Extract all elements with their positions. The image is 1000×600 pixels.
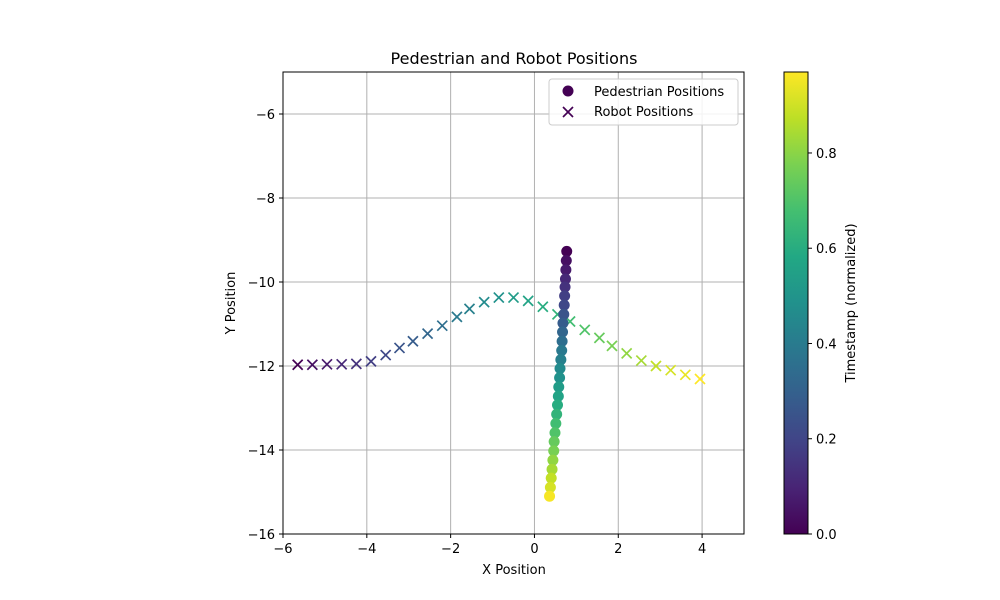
y-tick-label: −12: [248, 360, 275, 375]
legend-robot-label: Robot Positions: [594, 105, 693, 120]
pedestrian-point: [561, 245, 573, 257]
robot-point: [365, 355, 377, 367]
robot-point: [507, 291, 520, 304]
x-axis-label: X Position: [482, 563, 546, 578]
pedestrian-point: [559, 273, 571, 285]
x-tick-label: −4: [357, 542, 376, 557]
y-tick-label: −14: [248, 444, 275, 459]
pedestrian-point: [549, 427, 561, 439]
pedestrian-point: [560, 264, 572, 276]
y-tick-label: −16: [248, 528, 275, 543]
pedestrian-point: [556, 335, 568, 347]
robot-point: [321, 358, 333, 370]
x-axis-ticks: −6 −4 −2 0 2 4: [273, 534, 706, 557]
pedestrian-point: [553, 381, 565, 393]
robot-point: [421, 328, 434, 340]
pedestrian-point: [560, 255, 572, 267]
pedestrian-point: [556, 344, 568, 356]
y-tick-label: −10: [248, 276, 275, 291]
pedestrian-point: [557, 317, 569, 329]
colorbar-label: Timestamp (normalized): [844, 223, 859, 383]
pedestrian-point: [548, 445, 560, 457]
pedestrian-point: [552, 390, 564, 402]
pedestrian-point: [559, 290, 571, 302]
robot-point: [451, 311, 463, 323]
pedestrian-point: [554, 363, 566, 375]
pedestrian-point: [557, 326, 569, 338]
robot-point: [478, 296, 490, 308]
y-tick-label: −6: [256, 108, 275, 123]
x-tick-label: −6: [273, 542, 292, 557]
legend-box: [548, 78, 739, 126]
robot-point: [292, 359, 304, 371]
robot-point: [593, 332, 606, 344]
robot-point: [306, 359, 318, 371]
robot-point: [522, 295, 534, 307]
legend: Pedestrian Positions Robot Positions: [548, 78, 739, 126]
robot-series: [292, 291, 706, 385]
robot-point: [694, 373, 706, 385]
robot-point: [635, 354, 647, 367]
colorbar-tick-label: 0.8: [816, 147, 837, 162]
robot-point: [621, 347, 633, 360]
pedestrian-series: [544, 245, 573, 502]
pedestrian-point: [558, 299, 570, 311]
robot-point: [493, 291, 505, 304]
robot-point: [436, 320, 448, 332]
robot-point: [650, 360, 662, 372]
x-tick-label: −2: [441, 542, 460, 557]
colorbar-tick-label: 0.4: [816, 337, 837, 352]
robot-point: [393, 342, 406, 354]
robot-point: [463, 303, 476, 315]
colorbar-tick-label: 0.6: [816, 242, 837, 257]
pedestrian-point: [544, 490, 556, 502]
robot-point: [679, 369, 691, 381]
grid: [282, 72, 744, 535]
pedestrian-point: [550, 418, 562, 430]
robot-point: [537, 301, 549, 313]
y-axis-ticks: −16 −14 −12 −10 −8 −6: [248, 108, 283, 543]
legend-pedestrian-marker: [562, 85, 574, 97]
pedestrian-point: [554, 372, 566, 384]
robot-point: [407, 335, 419, 347]
pedestrian-point: [559, 281, 571, 293]
y-axis-label: Y Position: [224, 272, 239, 336]
robot-point: [380, 349, 392, 361]
colorbar-tick-label: 0.0: [816, 528, 837, 543]
pedestrian-point: [546, 463, 558, 475]
x-tick-label: 2: [614, 542, 622, 557]
robot-point: [579, 324, 591, 336]
y-tick-label: −8: [256, 192, 275, 207]
pedestrian-point: [552, 399, 564, 411]
colorbar-tick-label: 0.2: [816, 433, 837, 448]
pedestrian-point: [551, 408, 563, 420]
pedestrian-point: [548, 436, 560, 448]
plot-frame: [282, 71, 745, 535]
pedestrian-point: [558, 308, 570, 320]
x-tick-label: 0: [530, 542, 538, 557]
legend-pedestrian-label: Pedestrian Positions: [594, 85, 724, 100]
robot-point: [606, 340, 618, 352]
robot-point: [350, 358, 362, 370]
pedestrian-point: [545, 472, 557, 484]
legend-robot-marker: [562, 106, 574, 118]
colorbar-ticks: 0.0 0.2 0.4 0.6 0.8: [808, 147, 837, 543]
pedestrian-point: [544, 481, 556, 493]
pedestrian-point: [547, 454, 559, 466]
robot-point: [336, 358, 348, 370]
chart-title: Pedestrian and Robot Positions: [391, 49, 638, 68]
pedestrian-point: [555, 354, 567, 366]
robot-point: [665, 364, 677, 376]
colorbar: [783, 71, 809, 535]
x-tick-label: 4: [698, 542, 706, 557]
